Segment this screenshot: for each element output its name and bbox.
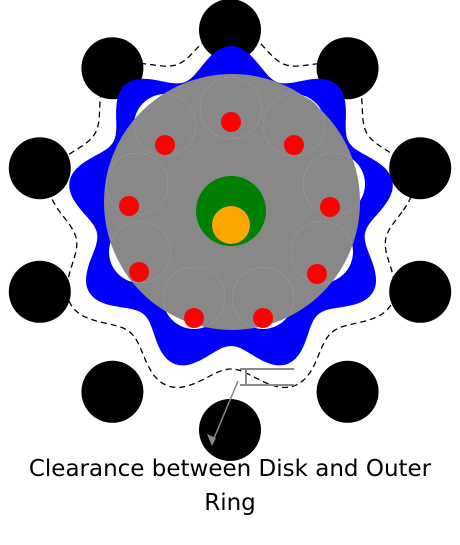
output-pin bbox=[320, 197, 340, 217]
input-shaft bbox=[212, 206, 250, 244]
outer-ring-pin bbox=[317, 361, 379, 423]
output-pin bbox=[253, 308, 273, 328]
output-pin bbox=[155, 135, 175, 155]
output-pin bbox=[284, 135, 304, 155]
outer-ring-pin bbox=[9, 261, 71, 323]
outer-ring-pin bbox=[389, 137, 451, 199]
output-pin bbox=[221, 112, 241, 132]
outer-ring-pin bbox=[389, 261, 451, 323]
output-pin bbox=[119, 196, 139, 216]
clearance-caption: Clearance between Disk and Outer Ring bbox=[0, 452, 460, 520]
output-pin bbox=[184, 308, 204, 328]
outer-ring-pin bbox=[9, 137, 71, 199]
outer-ring-pin bbox=[81, 361, 143, 423]
output-pin bbox=[129, 262, 149, 282]
output-pin bbox=[307, 264, 327, 284]
